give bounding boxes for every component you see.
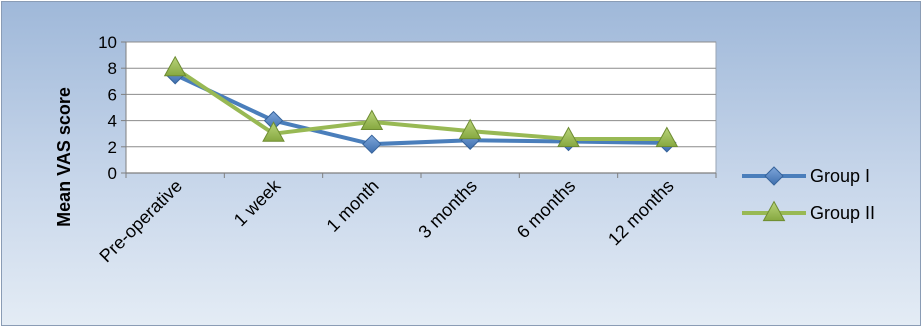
data-point: [655, 126, 679, 148]
legend-label: Group II: [810, 203, 875, 223]
data-point: [557, 126, 580, 148]
y-axis-tick-labels: 0 2 4 6 8 10: [98, 33, 117, 183]
series-group-ii: [163, 55, 679, 148]
legend-item: Group II: [742, 200, 875, 223]
series-line: [173, 66, 669, 141]
legend-marker: [764, 166, 784, 186]
axes: [121, 41, 717, 178]
series: [163, 55, 679, 154]
data-point: [362, 134, 382, 154]
legend: Group I Group II: [742, 166, 875, 223]
y-tick-label: 10: [98, 33, 117, 52]
y-tick-label: 6: [108, 85, 117, 104]
y-tick-label: 4: [108, 112, 117, 131]
gridlines: [126, 41, 716, 148]
legend-label: Group I: [810, 166, 870, 186]
y-tick-label: 8: [108, 59, 117, 78]
data-point: [163, 55, 187, 77]
series-line: [173, 72, 669, 147]
data-point: [458, 118, 482, 140]
y-tick-label: 2: [108, 138, 117, 157]
data-point: [360, 109, 384, 131]
y-axis-label: Mean VAS score: [54, 87, 74, 227]
data-point: [262, 121, 285, 142]
legend-item: Group I: [742, 166, 870, 186]
plot-area: [125, 41, 717, 174]
y-tick-label: 0: [108, 164, 117, 183]
legend-marker: [762, 200, 786, 222]
